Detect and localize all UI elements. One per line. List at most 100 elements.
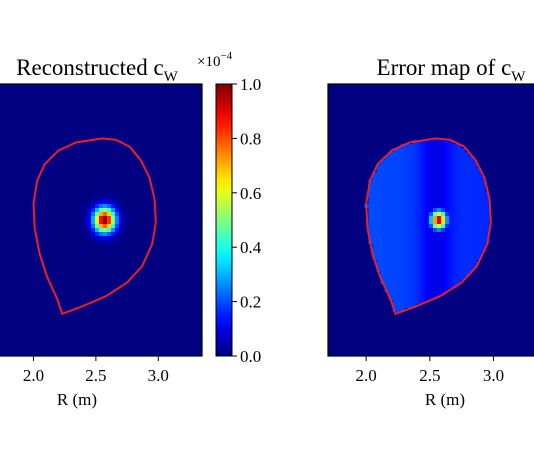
reconstructed-heatmap-cell xyxy=(19,220,25,225)
reconstructed-heatmap-cell xyxy=(39,144,45,149)
reconstructed-heatmap-cell xyxy=(122,312,128,317)
reconstructed-heatmap-cell xyxy=(130,240,136,245)
reconstructed-heatmap-cell xyxy=(118,100,124,105)
reconstructed-heatmap-cell xyxy=(75,340,80,345)
reconstructed-heatmap-cell xyxy=(190,224,195,229)
reconstructed-heatmap-cell xyxy=(43,132,49,137)
reconstructed-heatmap-cell xyxy=(7,276,13,281)
reconstructed-heatmap-cell xyxy=(79,228,84,233)
error-heatmap-cell xyxy=(340,188,345,193)
reconstructed-heatmap-cell xyxy=(158,336,163,341)
reconstructed-heatmap-cell xyxy=(198,236,202,241)
reconstructed-heatmap-cell xyxy=(142,92,148,97)
error-heatmap-cell xyxy=(360,172,365,177)
reconstructed-heatmap-cell xyxy=(0,228,5,233)
error-heatmap-cell xyxy=(400,104,406,109)
reconstructed-heatmap-cell xyxy=(11,164,17,169)
error-heatmap-cell xyxy=(336,92,341,97)
error-heatmap-cell xyxy=(481,148,487,153)
reconstructed-heatmap-cell xyxy=(158,220,163,225)
reconstructed-heatmap-cell xyxy=(106,128,112,133)
error-heatmap-cell xyxy=(412,124,418,129)
reconstructed-heatmap-cell xyxy=(114,288,120,293)
reconstructed-heatmap-cell xyxy=(150,280,156,285)
reconstructed-heatmap-cell xyxy=(110,264,116,269)
reconstructed-heatmap-cell xyxy=(0,144,5,149)
reconstructed-heatmap-cell xyxy=(75,172,80,177)
error-heatmap-cell xyxy=(509,184,515,189)
error-heatmap-cell xyxy=(525,148,531,153)
reconstructed-heatmap-cell xyxy=(31,192,37,197)
error-heatmap-cell xyxy=(340,112,345,117)
reconstructed-heatmap-cell xyxy=(194,352,199,356)
reconstructed-heatmap-cell xyxy=(110,160,116,165)
reconstructed-heatmap-cell xyxy=(162,296,167,301)
reconstructed-heatmap-cell xyxy=(0,84,5,89)
reconstructed-heatmap-cell xyxy=(122,88,128,93)
reconstructed-heatmap-cell xyxy=(59,120,64,125)
error-heatmap-cell xyxy=(376,164,382,169)
reconstructed-heatmap-cell xyxy=(198,300,202,305)
error-heatmap-cell xyxy=(404,92,410,97)
error-heatmap-cell xyxy=(428,156,434,161)
error-heatmap-cell xyxy=(364,112,369,117)
reconstructed-heatmap-cell xyxy=(178,128,183,133)
reconstructed-heatmap-cell xyxy=(79,232,84,237)
reconstructed-heatmap-cell xyxy=(106,148,112,153)
error-heatmap-cell xyxy=(396,172,402,177)
reconstructed-heatmap-cell xyxy=(15,172,21,177)
error-heatmap-cell xyxy=(517,128,523,133)
reconstructed-heatmap-cell xyxy=(170,152,175,157)
reconstructed-heatmap-cell xyxy=(83,120,88,125)
error-heatmap-cell xyxy=(481,116,487,121)
reconstructed-heatmap-cell xyxy=(63,92,68,97)
reconstructed-heatmap-cell xyxy=(79,244,84,249)
reconstructed-heatmap-cell xyxy=(162,244,167,249)
reconstructed-heatmap-cell xyxy=(130,248,136,253)
reconstructed-heatmap-cell xyxy=(162,160,167,165)
reconstructed-heatmap-cell xyxy=(194,276,199,281)
error-heatmap-cell xyxy=(457,124,462,129)
error-heatmap-cell xyxy=(461,164,466,169)
reconstructed-heatmap-cell xyxy=(63,332,68,337)
error-heatmap-cell xyxy=(469,180,474,185)
error-heatmap-cell xyxy=(493,164,499,169)
reconstructed-heatmap-cell xyxy=(170,308,175,313)
error-heatmap-cell xyxy=(368,116,374,121)
reconstructed-heatmap-cell xyxy=(114,352,120,356)
reconstructed-heatmap-cell xyxy=(11,284,17,289)
reconstructed-heatmap-cell xyxy=(35,104,41,109)
error-heatmap-cell xyxy=(465,188,470,193)
reconstructed-heatmap-cell xyxy=(15,312,21,317)
reconstructed-heatmap-cell xyxy=(150,316,156,321)
reconstructed-heatmap-cell xyxy=(67,320,72,325)
error-heatmap-cell xyxy=(376,128,382,133)
reconstructed-heatmap-cell xyxy=(102,312,108,317)
reconstructed-heatmap-cell xyxy=(95,212,100,217)
reconstructed-heatmap-cell xyxy=(162,196,167,201)
reconstructed-heatmap-cell xyxy=(190,324,195,329)
reconstructed-heatmap-cell xyxy=(51,324,57,329)
reconstructed-heatmap-cell xyxy=(79,128,84,133)
error-heatmap-cell xyxy=(497,120,503,125)
reconstructed-heatmap-cell xyxy=(3,148,9,153)
error-heatmap-cell xyxy=(481,120,487,125)
reconstructed-heatmap-cell xyxy=(51,300,57,305)
reconstructed-heatmap-cell xyxy=(186,260,191,265)
reconstructed-heatmap-cell xyxy=(67,256,72,261)
reconstructed-heatmap-cell xyxy=(126,220,132,225)
reconstructed-heatmap-cell xyxy=(166,128,171,133)
reconstructed-heatmap-cell xyxy=(23,160,29,165)
error-heatmap-cell xyxy=(352,96,357,101)
reconstructed-heatmap-cell xyxy=(142,148,148,153)
reconstructed-heatmap-cell xyxy=(23,120,29,125)
reconstructed-heatmap-cell xyxy=(19,180,25,185)
reconstructed-heatmap-cell xyxy=(194,252,199,257)
reconstructed-heatmap-cell xyxy=(55,268,60,273)
reconstructed-heatmap-cell xyxy=(138,196,144,201)
reconstructed-heatmap-cell xyxy=(3,200,9,205)
reconstructed-heatmap-cell xyxy=(186,144,191,149)
error-heatmap-cell xyxy=(481,112,487,117)
error-heatmap-cell xyxy=(408,96,414,101)
error-heatmap-cell xyxy=(449,144,454,149)
